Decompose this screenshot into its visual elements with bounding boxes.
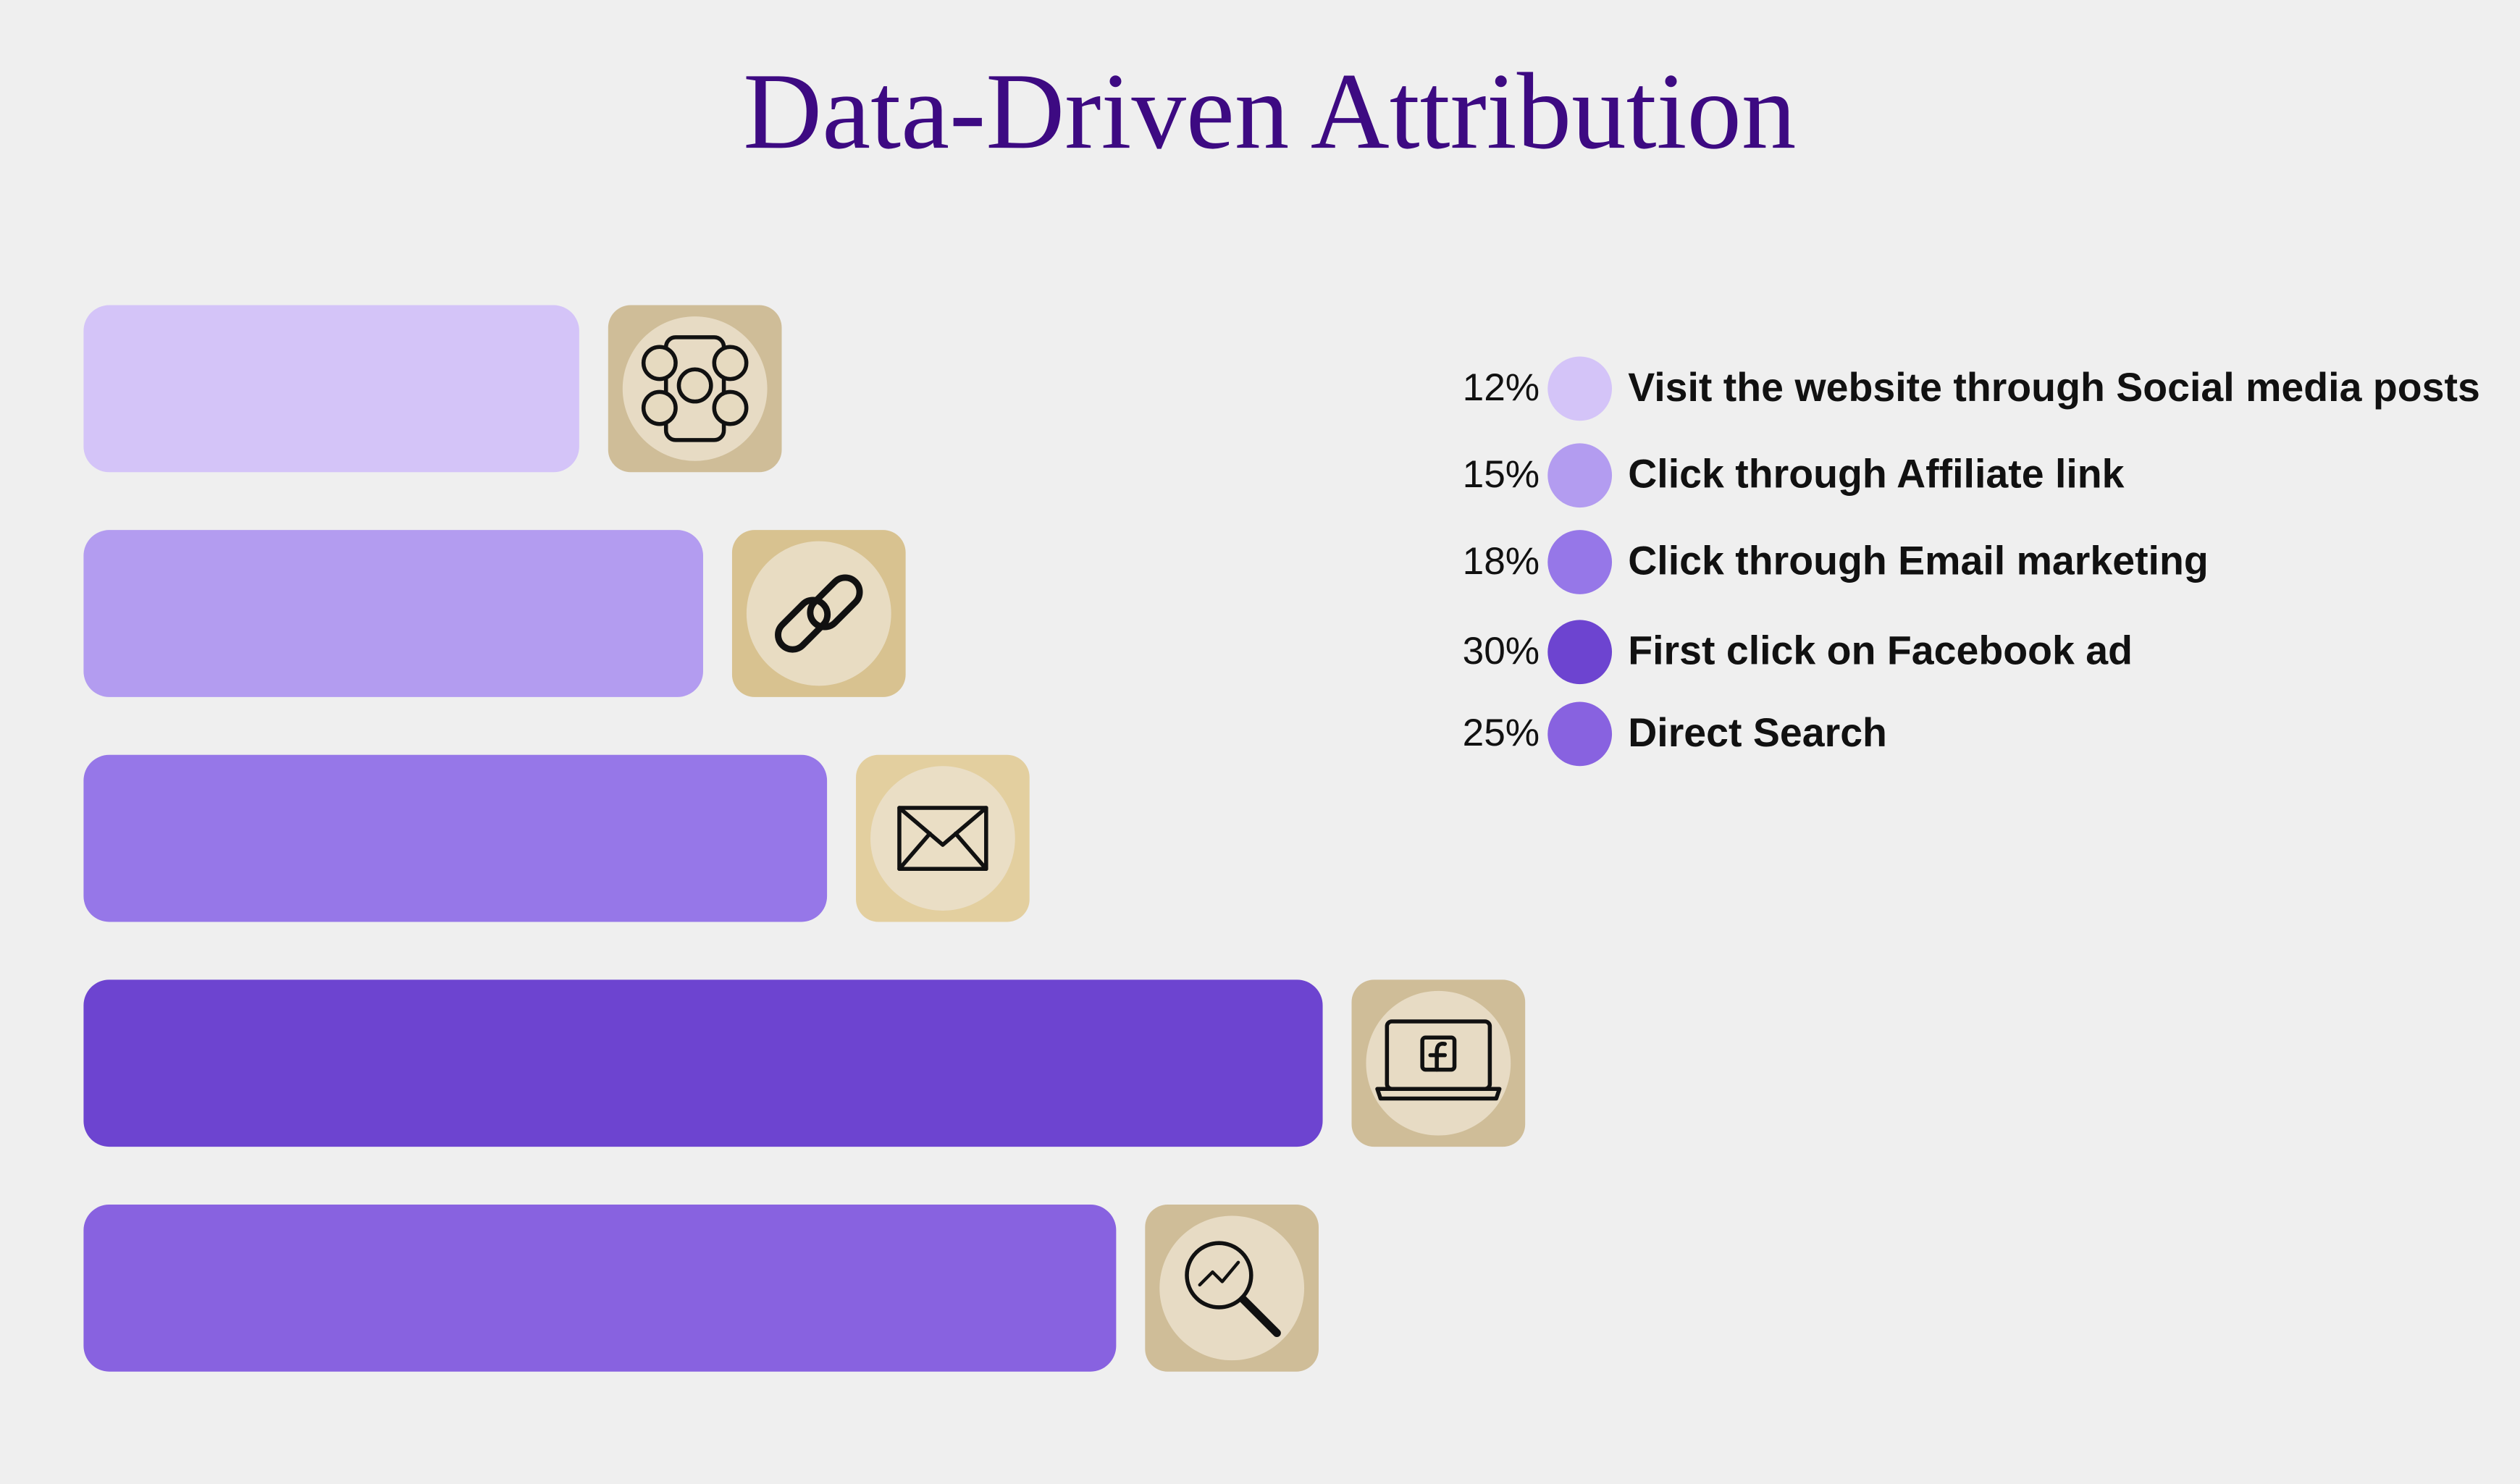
- icon-circle: [870, 766, 1015, 911]
- icon: [731, 530, 906, 697]
- value-label: 25%: [1463, 712, 1540, 754]
- icon-line: [641, 389, 678, 426]
- icon-line: [1239, 1295, 1281, 1337]
- icon-line: [775, 596, 831, 653]
- legend-label: Direct Search: [1628, 710, 1887, 755]
- bar: [83, 530, 703, 697]
- icon: [608, 305, 782, 473]
- icon-line: [641, 345, 678, 381]
- legend-swatch: [1547, 701, 1613, 767]
- legend-swatch: [1547, 620, 1613, 685]
- icon-line: [663, 335, 726, 442]
- icon-circle: [746, 541, 891, 686]
- icon-line: [712, 389, 749, 426]
- legend-label: Click through Email marketing: [1628, 538, 2209, 583]
- icon-line: [1185, 1241, 1253, 1310]
- icon-circle: [1159, 1215, 1305, 1361]
- icon-line: [1198, 1260, 1240, 1287]
- legend-label: Visit the website through Social media p…: [1628, 365, 2480, 410]
- icon: [1351, 979, 1526, 1147]
- icon-line: [1375, 1087, 1502, 1101]
- legend-swatch: [1547, 356, 1613, 421]
- bar: [83, 979, 1323, 1147]
- value-label: 18%: [1463, 540, 1540, 583]
- icon-line: [897, 806, 988, 872]
- legend-swatch: [1547, 530, 1613, 594]
- icon-line: [712, 345, 749, 381]
- bars: [83, 305, 1526, 1372]
- value-label: 12%: [1463, 366, 1540, 409]
- value-label: 15%: [1463, 453, 1540, 496]
- icon-line: [807, 574, 863, 631]
- icon-line: [897, 806, 988, 872]
- bar: [83, 1204, 1117, 1372]
- icon: [856, 754, 1030, 922]
- bar: [83, 754, 828, 922]
- icon-line: [676, 367, 713, 404]
- chart-title: Data-Driven Attribution: [743, 51, 1796, 172]
- value-label: 30%: [1463, 630, 1540, 673]
- icon: [1145, 1204, 1319, 1372]
- legend-swatch: [1547, 443, 1613, 508]
- icon-line: [1428, 1042, 1448, 1072]
- legend-label: Click through Affiliate link: [1628, 452, 2124, 497]
- bar: [83, 305, 579, 473]
- legend: 12% Visit the website through Social medi…: [1463, 356, 2480, 767]
- legend-label: First click on Facebook ad: [1628, 628, 2133, 673]
